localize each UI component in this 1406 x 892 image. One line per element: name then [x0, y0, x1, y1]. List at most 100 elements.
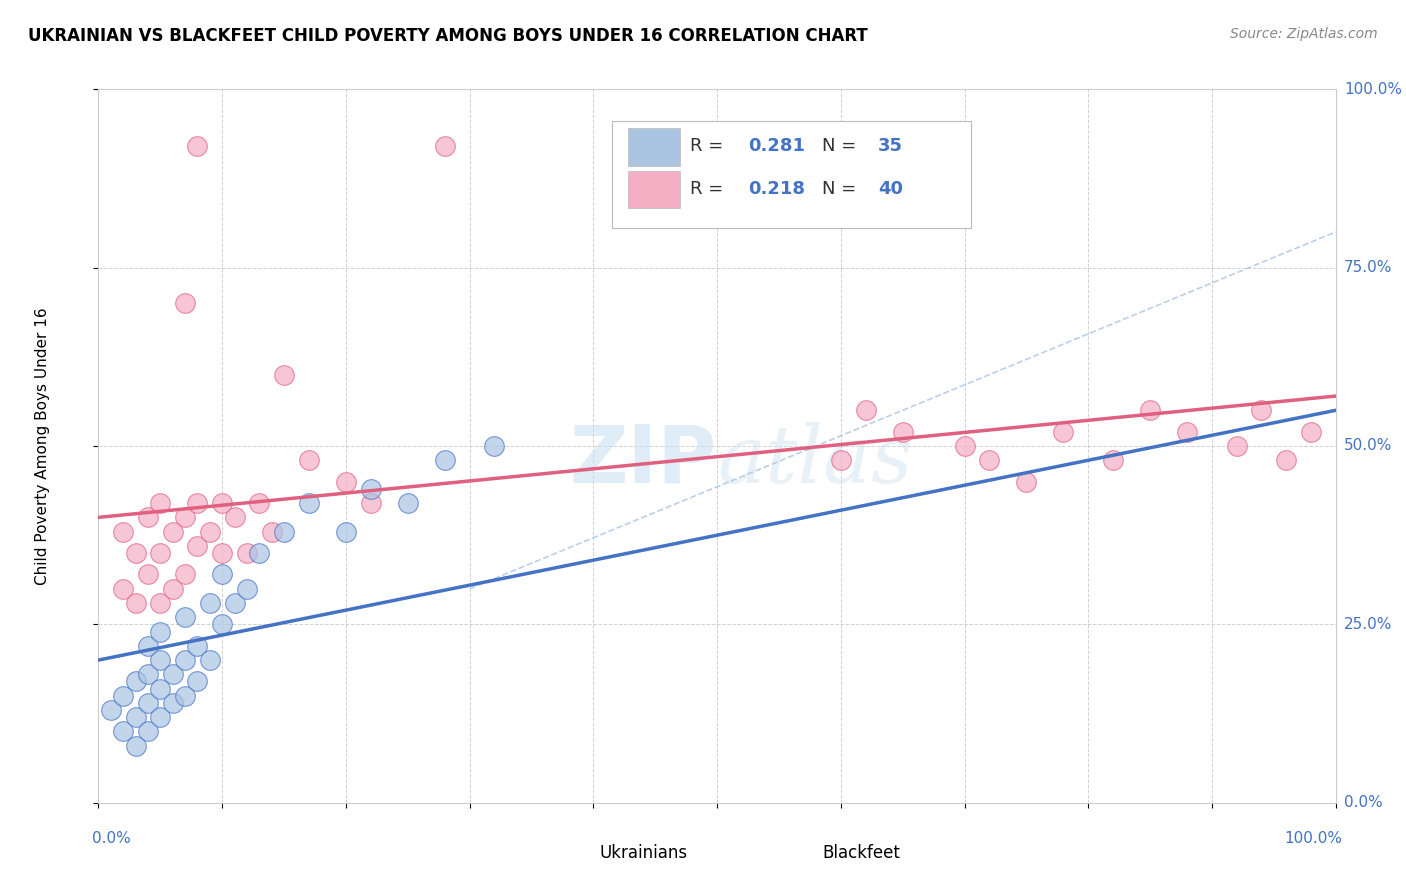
- Point: [979, 453, 1001, 467]
- Text: N =: N =: [823, 180, 862, 198]
- Point: [1175, 425, 1198, 439]
- Point: [247, 496, 270, 510]
- Point: [136, 639, 159, 653]
- Point: [433, 139, 456, 153]
- Point: [224, 596, 246, 610]
- Text: 25.0%: 25.0%: [1344, 617, 1392, 632]
- Point: [136, 724, 159, 739]
- Point: [855, 403, 877, 417]
- Point: [124, 739, 146, 753]
- Text: 0.0%: 0.0%: [93, 831, 131, 847]
- Point: [1226, 439, 1249, 453]
- Point: [1052, 425, 1074, 439]
- Point: [396, 496, 419, 510]
- Point: [211, 567, 233, 582]
- Text: Source: ZipAtlas.com: Source: ZipAtlas.com: [1230, 27, 1378, 41]
- Point: [162, 696, 184, 710]
- Point: [1102, 453, 1125, 467]
- Point: [162, 582, 184, 596]
- Point: [335, 524, 357, 539]
- Point: [124, 546, 146, 560]
- Point: [484, 439, 506, 453]
- Point: [112, 724, 135, 739]
- Text: 100.0%: 100.0%: [1284, 831, 1341, 847]
- Point: [174, 567, 197, 582]
- Point: [149, 546, 172, 560]
- Point: [149, 653, 172, 667]
- Point: [360, 496, 382, 510]
- Text: N =: N =: [823, 137, 862, 155]
- Point: [124, 674, 146, 689]
- Point: [149, 596, 172, 610]
- Point: [112, 524, 135, 539]
- Text: ZIP: ZIP: [569, 421, 717, 500]
- Point: [149, 624, 172, 639]
- Point: [174, 510, 197, 524]
- Text: R =: R =: [690, 180, 728, 198]
- Point: [112, 582, 135, 596]
- Point: [1250, 403, 1272, 417]
- Point: [335, 475, 357, 489]
- Point: [136, 567, 159, 582]
- Point: [273, 368, 295, 382]
- Point: [186, 639, 208, 653]
- FancyBboxPatch shape: [628, 128, 681, 166]
- Text: 0.218: 0.218: [748, 180, 806, 198]
- Point: [174, 296, 197, 310]
- Point: [273, 524, 295, 539]
- Point: [124, 710, 146, 724]
- Text: Child Poverty Among Boys Under 16: Child Poverty Among Boys Under 16: [35, 307, 51, 585]
- Point: [1139, 403, 1161, 417]
- Point: [136, 696, 159, 710]
- Text: 0.281: 0.281: [748, 137, 806, 155]
- Point: [186, 496, 208, 510]
- Point: [136, 667, 159, 681]
- Point: [186, 539, 208, 553]
- Text: 40: 40: [877, 180, 903, 198]
- Text: atlas: atlas: [717, 422, 912, 499]
- Point: [149, 710, 172, 724]
- Point: [236, 546, 259, 560]
- Text: Ukrainians: Ukrainians: [599, 844, 688, 862]
- Point: [298, 496, 321, 510]
- Point: [211, 546, 233, 560]
- Point: [174, 689, 197, 703]
- Point: [891, 425, 914, 439]
- Point: [186, 139, 208, 153]
- Point: [953, 439, 976, 453]
- Text: 50.0%: 50.0%: [1344, 439, 1392, 453]
- Point: [433, 453, 456, 467]
- Text: 100.0%: 100.0%: [1344, 82, 1402, 96]
- Point: [174, 653, 197, 667]
- Point: [149, 496, 172, 510]
- FancyBboxPatch shape: [612, 121, 970, 228]
- Point: [1275, 453, 1298, 467]
- Point: [198, 596, 221, 610]
- Text: UKRAINIAN VS BLACKFEET CHILD POVERTY AMONG BOYS UNDER 16 CORRELATION CHART: UKRAINIAN VS BLACKFEET CHILD POVERTY AMO…: [28, 27, 868, 45]
- Point: [224, 510, 246, 524]
- Point: [211, 617, 233, 632]
- Point: [100, 703, 122, 717]
- Text: 0.0%: 0.0%: [1344, 796, 1382, 810]
- Point: [1015, 475, 1038, 489]
- FancyBboxPatch shape: [763, 840, 815, 867]
- Text: 75.0%: 75.0%: [1344, 260, 1392, 275]
- Point: [162, 667, 184, 681]
- FancyBboxPatch shape: [628, 171, 681, 209]
- Point: [830, 453, 852, 467]
- Point: [360, 482, 382, 496]
- Point: [260, 524, 283, 539]
- Point: [298, 453, 321, 467]
- Point: [124, 596, 146, 610]
- Text: R =: R =: [690, 137, 728, 155]
- Point: [162, 524, 184, 539]
- Text: Blackfeet: Blackfeet: [823, 844, 900, 862]
- Point: [174, 610, 197, 624]
- Point: [247, 546, 270, 560]
- Point: [211, 496, 233, 510]
- Point: [198, 524, 221, 539]
- Point: [198, 653, 221, 667]
- Text: 35: 35: [877, 137, 903, 155]
- Point: [112, 689, 135, 703]
- Point: [186, 674, 208, 689]
